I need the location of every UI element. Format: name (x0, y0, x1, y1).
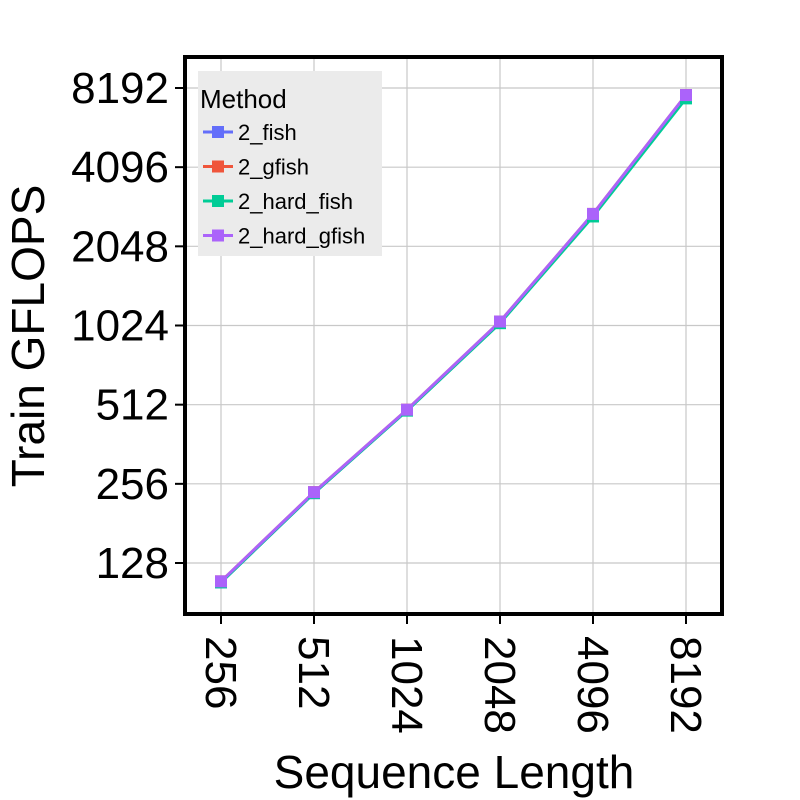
legend: Method 2_fish 2_gfish 2_hard_fish 2_hard_gf… (198, 71, 382, 256)
legend-label: 2_hard_fish (238, 189, 353, 214)
legend-label: 2_gfish (238, 155, 309, 180)
y-axis-ticks: 128 256 512 1024 2048 4096 8192 (71, 64, 185, 588)
x-tick-label: 2048 (475, 636, 524, 734)
data-point-2_hard_gfish (401, 403, 413, 416)
data-point-2_hard_gfish (494, 315, 506, 328)
y-axis-label: Train GFLOPS (2, 185, 54, 487)
legend-label: 2_fish (238, 120, 297, 145)
legend-label: 2_hard_gfish (238, 224, 365, 249)
data-point-2_hard_gfish (215, 575, 227, 588)
y-tick-label: 512 (96, 381, 169, 430)
data-point-2_hard_gfish (308, 486, 320, 499)
y-tick-label: 1024 (71, 302, 169, 351)
x-tick-label: 1024 (382, 636, 431, 734)
legend-background (198, 71, 382, 256)
x-tick-label: 4096 (568, 636, 617, 734)
x-tick-label: 8192 (661, 636, 710, 734)
series-lines (219, 94, 688, 584)
y-tick-label: 8192 (71, 64, 169, 113)
x-axis-label: Sequence Length (274, 746, 635, 798)
x-axis-ticks: 256 512 1024 2048 4096 8192 (196, 614, 710, 734)
series-line-2_hard_gfish (219, 94, 688, 583)
legend-swatch-marker (212, 160, 224, 173)
plot-frame (183, 55, 724, 616)
series-markers (215, 89, 692, 589)
y-tick-label: 128 (96, 539, 169, 588)
y-tick-label: 256 (96, 460, 169, 509)
y-tick-label: 2048 (71, 222, 169, 271)
x-tick-label: 512 (289, 636, 338, 709)
legend-title: Method (200, 84, 287, 114)
x-tick-label: 256 (196, 636, 245, 709)
legend-swatch-marker (212, 126, 224, 138)
data-point-2_hard_gfish (587, 207, 599, 220)
data-point-2_hard_gfish (680, 89, 692, 102)
legend-swatch-marker (212, 229, 224, 242)
y-tick-label: 4096 (71, 143, 169, 192)
legend-swatch-marker (212, 195, 224, 207)
